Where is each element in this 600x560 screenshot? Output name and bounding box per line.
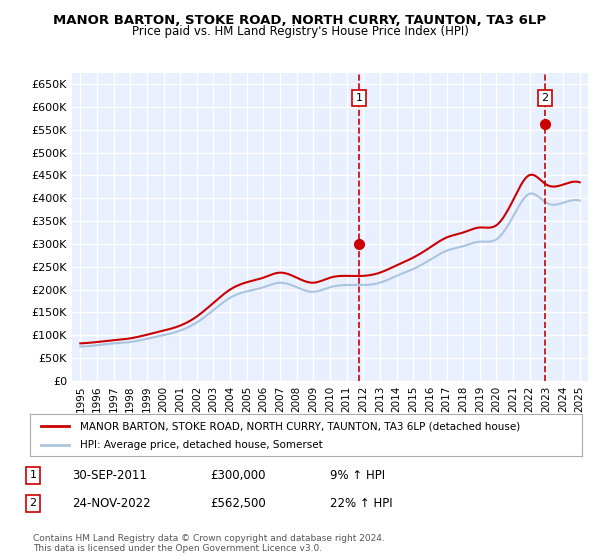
Text: 30-SEP-2011: 30-SEP-2011 — [72, 469, 147, 482]
Text: 1: 1 — [29, 470, 37, 480]
Text: HPI: Average price, detached house, Somerset: HPI: Average price, detached house, Some… — [80, 440, 322, 450]
Text: £562,500: £562,500 — [210, 497, 266, 510]
Text: Contains HM Land Registry data © Crown copyright and database right 2024.: Contains HM Land Registry data © Crown c… — [33, 534, 385, 543]
Text: 9% ↑ HPI: 9% ↑ HPI — [330, 469, 385, 482]
Text: £300,000: £300,000 — [210, 469, 265, 482]
Text: 24-NOV-2022: 24-NOV-2022 — [72, 497, 151, 510]
Text: 2: 2 — [541, 93, 548, 103]
Text: 2: 2 — [29, 498, 37, 508]
Text: Price paid vs. HM Land Registry's House Price Index (HPI): Price paid vs. HM Land Registry's House … — [131, 25, 469, 38]
Text: 22% ↑ HPI: 22% ↑ HPI — [330, 497, 392, 510]
Text: This data is licensed under the Open Government Licence v3.0.: This data is licensed under the Open Gov… — [33, 544, 322, 553]
Text: MANOR BARTON, STOKE ROAD, NORTH CURRY, TAUNTON, TA3 6LP (detached house): MANOR BARTON, STOKE ROAD, NORTH CURRY, T… — [80, 421, 520, 431]
Text: MANOR BARTON, STOKE ROAD, NORTH CURRY, TAUNTON, TA3 6LP: MANOR BARTON, STOKE ROAD, NORTH CURRY, T… — [53, 14, 547, 27]
Text: 1: 1 — [356, 93, 362, 103]
